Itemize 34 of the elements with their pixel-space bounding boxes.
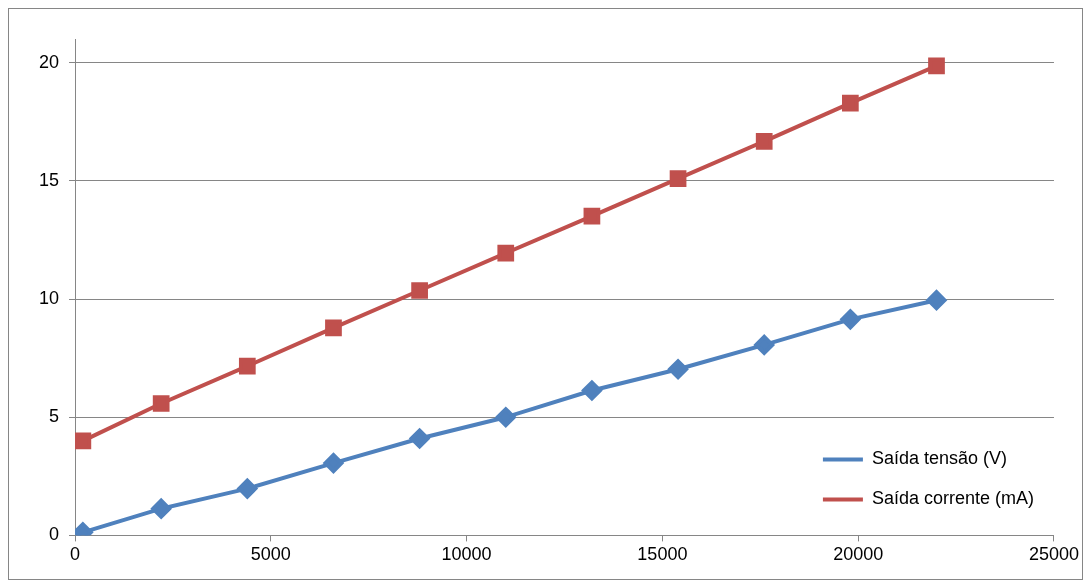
x-tick-label: 10000 (441, 544, 492, 565)
y-tick-label: 20 (38, 51, 60, 72)
point (841, 94, 859, 112)
x-tick-label: 0 (70, 544, 81, 565)
x-tick-label: 20000 (833, 544, 884, 565)
point (669, 170, 687, 188)
point (755, 132, 773, 150)
point (409, 428, 430, 449)
point (323, 453, 344, 474)
point (411, 282, 428, 299)
point (840, 309, 861, 330)
y-tick-label: 15 (38, 169, 60, 190)
legend-label: Saída corrente (mA) (871, 488, 1034, 509)
point (754, 334, 775, 355)
point (581, 380, 602, 401)
point (151, 498, 172, 519)
point (928, 57, 945, 75)
y-tick-label: 10 (38, 287, 60, 308)
point (238, 357, 256, 375)
legend-label: Saída tensão (V) (871, 448, 1008, 469)
x-tick-label: 5000 (250, 544, 291, 565)
point (926, 290, 947, 311)
point (325, 319, 342, 337)
x-tick-label: 25000 (1028, 544, 1079, 565)
point (668, 359, 689, 380)
point (497, 244, 515, 262)
y-tick-label: 0 (49, 524, 60, 545)
x-tick-label: 15000 (637, 544, 688, 565)
point (152, 395, 170, 412)
point (75, 432, 92, 450)
point (583, 207, 601, 225)
y-tick-label: 5 (49, 406, 60, 427)
point (495, 407, 516, 428)
point (237, 478, 258, 499)
